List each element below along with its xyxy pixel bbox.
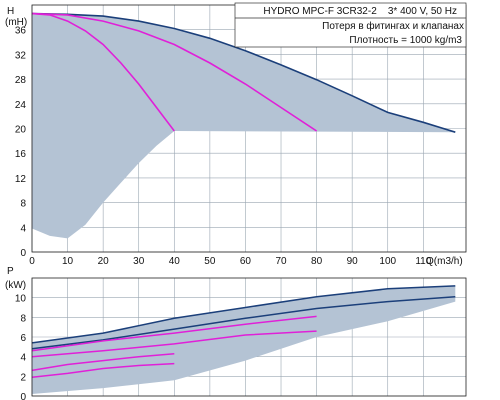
head-chart-panel: 0 4 8 12 16 20 24 28 32 36 0 10 20 30 40 50 60 70 80 90 100 1… [15,2,467,267]
y-axis-unit-p: (kW) [5,280,26,291]
x-axis-label-q: Q(m3/h) [426,256,463,267]
power-chart-panel: 0 2 4 6 8 10 [15,277,467,400]
p2-max-curve [31,295,456,350]
x-tick-label: 30 [133,256,145,267]
y-tick-label: 24 [15,100,27,111]
x-tick-label: 0 [29,256,35,267]
y-axis-label-h: H [7,6,14,17]
x-tick-label: 80 [311,256,323,267]
power-y-tick-label: 8 [20,313,26,324]
x-tick-label: 20 [98,256,110,267]
annotation-box [234,2,467,48]
x-tick-label: 10 [62,256,74,267]
head-chart-text: H (mH) Q(m3/h) HYDRO MPC-F 3CR32-2 3* 40… [5,6,464,267]
x-tick-label: 110 [415,256,431,267]
y-tick-label: 4 [20,223,26,234]
y-tick-label: 16 [15,149,27,160]
p1-two-pump-curve [31,315,317,352]
chart-title: HYDRO MPC-F 3CR32-2 3* 400 V, 50 Hz [263,6,457,17]
x-tick-label: 90 [347,256,359,267]
x-tick-label: 100 [379,256,396,267]
y-tick-label: 28 [15,75,27,86]
p1-one-pump-curve [31,352,175,372]
y-tick-label: 12 [15,174,27,185]
power-y-tick-label: 0 [20,392,26,400]
power-y-tick-label: 2 [20,372,26,383]
operating-area [32,13,456,239]
annotation-density: Плотность = 1000 kg/m3 [349,35,462,46]
power-y-tick-label: 10 [15,294,27,305]
power-plot-frame [31,277,467,397]
power-y-tick-label: 4 [20,353,26,364]
y-tick-label: 20 [15,125,27,136]
y-tick-label: 36 [15,26,27,37]
p2-two-pump-curve [31,330,317,358]
y-axis-unit-h: (mH) [5,17,27,28]
y-axis-label-p: P [7,266,14,277]
power-y-tick-label: 6 [20,333,26,344]
y-tick-label: 32 [15,50,27,61]
x-tick-label: 50 [204,256,216,267]
x-tick-label: 40 [169,256,181,267]
y-tick-label: 0 [20,248,26,259]
annotation-fitting-losses: Потеря в фитингах и клапанах [322,20,464,32]
p2-one-pump-curve [31,362,175,379]
power-operating-area [32,285,456,394]
x-tick-label: 70 [275,256,287,267]
y-tick-label: 8 [20,199,26,210]
power-chart-text: P (kW) [5,266,26,291]
two-pump-curve [31,12,318,132]
max-performance-curve [31,12,456,133]
x-tick-label: 60 [240,256,252,267]
one-pump-curve [31,12,175,132]
p1-max-curve [31,285,456,344]
